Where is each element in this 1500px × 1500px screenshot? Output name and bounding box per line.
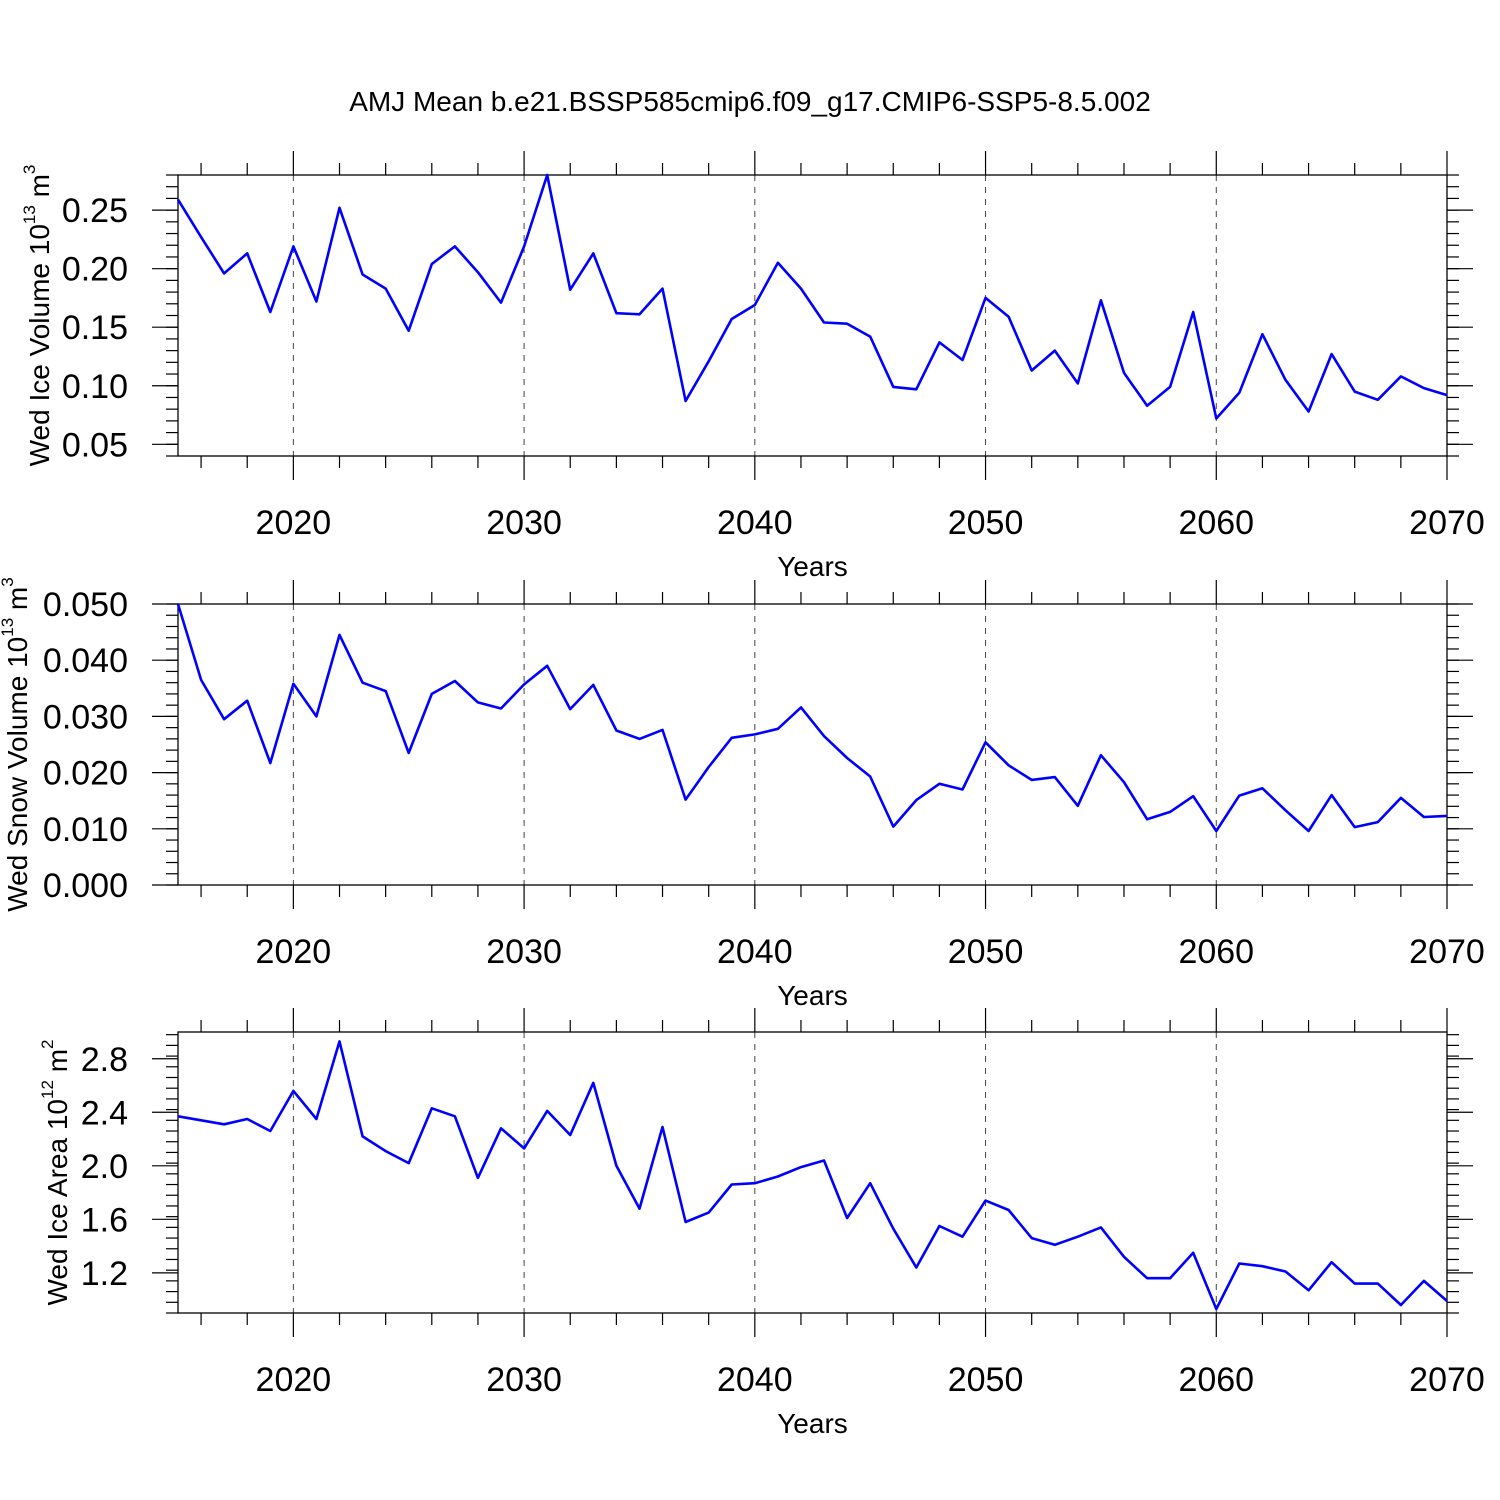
x-tick-label: 2020 (256, 504, 332, 542)
y-axis-title-exponent: 12 (38, 1080, 57, 1099)
x-tick-label: 2070 (1409, 933, 1485, 971)
x-tick-label: 2030 (486, 504, 562, 542)
y-tick-label: 0.010 (43, 811, 128, 849)
y-tick-label: 0.15 (62, 309, 128, 347)
x-tick-label: 2060 (1178, 504, 1254, 542)
y-axis-title-unit-exponent: 2 (38, 1040, 57, 1049)
y-axis-title: Wed Snow Volume 1013 m3 (0, 577, 33, 911)
y-tick-label: 0.050 (43, 586, 128, 624)
plot-frame (177, 1031, 1448, 1314)
y-axis-title-unit: m (2, 587, 33, 618)
y-axis-title-unit-exponent: 3 (0, 577, 17, 586)
y-tick-label: 0.030 (43, 698, 128, 736)
x-tick-label: 2060 (1178, 933, 1254, 971)
x-tick-label: 2050 (948, 504, 1024, 542)
x-tick-label: 2070 (1409, 504, 1485, 542)
chart-title: AMJ Mean b.e21.BSSP585cmip6.f09_g17.CMIP… (349, 86, 1151, 117)
x-tick-label: 2040 (717, 504, 793, 542)
y-tick-label: 0.000 (43, 867, 128, 905)
x-tick-label: 2050 (948, 1361, 1024, 1399)
y-axis-title-unit-exponent: 3 (20, 165, 39, 174)
panels: 2020 2030 2040 2050 2060 2070 0.05 0.10 0.15 0.20… (0, 151, 1485, 1439)
y-axis-title: Wed Ice Area 1012 m2 (38, 1040, 73, 1306)
y-tick-label: 0.25 (62, 192, 128, 230)
series-line (176, 603, 1448, 833)
series-line (177, 1040, 1448, 1311)
y-axis-title-exponent: 13 (20, 205, 39, 224)
y-axis-title-exponent: 13 (0, 618, 17, 637)
y-tick-label: 0.040 (43, 642, 128, 680)
x-tick-label: 2070 (1409, 1361, 1485, 1399)
y-tick-label: 2.8 (81, 1041, 128, 1079)
panel-2: 2020 2030 2040 2050 2060 2070 0.000 0.010 0.020 0… (0, 577, 1485, 1011)
plot-frame (177, 603, 1448, 886)
y-axis-title-base: Wed Snow Volume 10 (2, 637, 33, 912)
x-tick-label: 2040 (717, 933, 793, 971)
y-tick-label: 0.10 (62, 368, 128, 406)
y-tick-label: 0.020 (43, 755, 128, 793)
y-tick-label: 2.0 (81, 1148, 128, 1186)
y-axis-title-base: Wed Ice Area 10 (42, 1099, 73, 1306)
y-axis-title-unit: m (42, 1049, 73, 1080)
x-axis-title: Years (777, 1408, 848, 1439)
y-tick-label: 2.4 (81, 1094, 128, 1132)
y-axis-title-base: Wed Ice Volume 10 (24, 224, 55, 466)
x-tick-label: 2020 (256, 933, 332, 971)
y-tick-label: 1.6 (81, 1201, 128, 1239)
y-axis-title-unit: m (24, 174, 55, 205)
x-tick-label: 2020 (256, 1361, 332, 1399)
plot-frame (177, 174, 1448, 457)
x-tick-label: 2060 (1178, 1361, 1254, 1399)
y-tick-label: 0.20 (62, 251, 128, 289)
x-tick-label: 2040 (717, 1361, 793, 1399)
y-tick-label: 0.05 (62, 426, 128, 464)
panel-1: 2020 2030 2040 2050 2060 2070 0.05 0.10 0.15 0.20… (20, 151, 1485, 582)
x-axis-title: Years (777, 980, 848, 1011)
x-tick-label: 2030 (486, 933, 562, 971)
x-axis-title: Years (777, 551, 848, 582)
series-line (176, 173, 1448, 420)
panel-3: 2020 2030 2040 2050 2060 2070 1.2 1.6 2.0 2.4 2.8 Y… (38, 1008, 1485, 1439)
x-tick-label: 2050 (948, 933, 1024, 971)
y-tick-label: 1.2 (81, 1255, 128, 1293)
x-tick-label: 2030 (486, 1361, 562, 1399)
y-axis-title: Wed Ice Volume 1013 m3 (20, 165, 55, 467)
